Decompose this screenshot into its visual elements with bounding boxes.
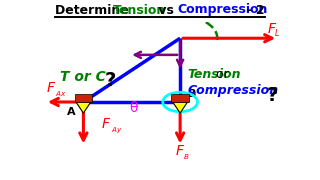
- Text: vs: vs: [154, 3, 179, 17]
- Text: Tension: Tension: [113, 3, 166, 17]
- Text: $_B$: $_B$: [183, 152, 190, 162]
- Text: ?: ?: [105, 71, 116, 90]
- Polygon shape: [172, 94, 189, 102]
- Text: Compression: Compression: [178, 3, 268, 17]
- Text: θ: θ: [129, 101, 137, 115]
- Polygon shape: [76, 102, 91, 113]
- Text: $F$: $F$: [46, 81, 56, 95]
- Text: B: B: [188, 89, 197, 99]
- Text: Tension: Tension: [188, 68, 241, 81]
- Text: $F$: $F$: [101, 117, 111, 131]
- Text: $F$: $F$: [175, 144, 185, 158]
- Text: $_L$: $_L$: [274, 27, 280, 40]
- Text: T or C: T or C: [60, 70, 106, 84]
- Text: A: A: [67, 107, 75, 117]
- Polygon shape: [75, 94, 92, 102]
- Text: $_{Ax}$: $_{Ax}$: [55, 89, 67, 99]
- Text: $_{Ay}$: $_{Ay}$: [111, 126, 123, 136]
- Text: Compression: Compression: [188, 84, 279, 97]
- Text: $F$: $F$: [267, 22, 277, 35]
- Polygon shape: [173, 102, 188, 113]
- Text: - 2: - 2: [242, 3, 265, 17]
- Text: ?: ?: [266, 86, 277, 105]
- Text: or: or: [212, 68, 229, 81]
- Text: Determine: Determine: [55, 3, 133, 17]
